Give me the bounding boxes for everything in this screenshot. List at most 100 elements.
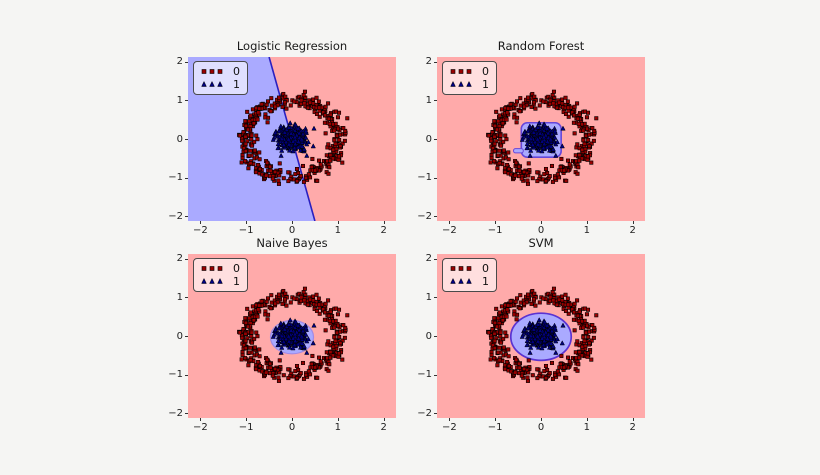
class1-point <box>292 134 298 140</box>
class0-point <box>335 312 340 317</box>
class0-point <box>567 359 572 364</box>
class1-point <box>299 143 305 149</box>
class0-point <box>589 357 594 362</box>
class0-point <box>340 160 345 165</box>
class0-point <box>526 95 531 100</box>
class0-point <box>338 341 343 346</box>
class1-point <box>305 139 311 145</box>
class0-point <box>257 150 262 155</box>
class0-point <box>336 154 341 159</box>
class1-point <box>525 325 531 331</box>
y-tick-mark <box>434 139 437 140</box>
legend-label: 1 <box>482 275 489 288</box>
plot-area: 0 1 −2 −1 0 1 2 2 1 0 −1 −2 <box>168 56 396 236</box>
class0-point <box>575 313 580 318</box>
plot-title: Random Forest <box>497 39 585 53</box>
class0-point <box>328 350 333 355</box>
class0-point <box>498 143 503 148</box>
class0-point <box>575 368 580 373</box>
x-tick-label: −1 <box>238 422 254 433</box>
class0-point <box>495 363 500 368</box>
class0-point <box>326 171 331 176</box>
class0-point <box>497 161 502 166</box>
class0-point <box>517 371 522 376</box>
class0-point <box>252 148 257 153</box>
class1-point <box>545 327 551 333</box>
class1-point <box>548 136 554 142</box>
class0-point <box>246 127 251 132</box>
class0-point <box>517 306 522 311</box>
class0-point <box>255 314 260 319</box>
class1-point <box>550 343 556 349</box>
legend: 0 1 <box>442 61 497 95</box>
x-tick-label: 1 <box>334 225 341 236</box>
class0-point <box>565 99 570 104</box>
class0-point <box>550 376 555 381</box>
class1-point <box>544 341 550 347</box>
class0-point <box>255 137 260 142</box>
class0-point <box>316 99 321 104</box>
class0-point <box>273 366 278 371</box>
class0-point <box>243 346 248 351</box>
class0-point <box>492 320 497 325</box>
y-tick-label: −2 <box>417 407 432 419</box>
class0-point <box>525 178 530 183</box>
class0-point <box>257 166 262 171</box>
legend-marker-squares-icon <box>201 266 223 271</box>
class1-point <box>292 331 298 337</box>
class1-point <box>286 141 292 147</box>
class0-point <box>251 318 256 323</box>
x-tick-mark <box>292 418 293 421</box>
class0-point <box>315 178 320 183</box>
class0-point <box>584 115 589 120</box>
class0-point <box>580 344 585 349</box>
class0-point <box>517 174 522 179</box>
class0-point <box>301 290 306 295</box>
class0-point <box>273 301 278 306</box>
class0-point <box>526 161 531 166</box>
x-tick-label: 1 <box>583 422 590 433</box>
class0-point <box>257 363 262 368</box>
class0-point <box>308 297 313 302</box>
legend-label: 0 <box>482 262 489 275</box>
class0-point <box>576 121 581 126</box>
class0-point <box>257 303 262 308</box>
class0-point <box>505 110 510 115</box>
class0-point <box>506 166 511 171</box>
class0-point <box>490 327 495 332</box>
class0-point <box>315 375 320 380</box>
class1-point <box>540 342 547 348</box>
class1-point <box>272 129 279 135</box>
class0-point <box>546 291 551 296</box>
class0-point <box>549 360 554 365</box>
legend: 0 1 <box>193 61 248 95</box>
class0-point <box>297 94 302 99</box>
class0-point <box>246 363 251 368</box>
class0-point <box>594 313 599 318</box>
class0-point <box>277 358 282 363</box>
x-tick-label: −1 <box>487 225 503 236</box>
x-tick-mark <box>246 418 248 421</box>
class0-point <box>518 96 523 101</box>
class0-point <box>532 94 537 99</box>
class0-point <box>566 311 571 316</box>
class1-point <box>559 340 565 346</box>
class1-point <box>539 148 545 154</box>
class0-point <box>246 166 251 171</box>
class1-point <box>560 322 566 328</box>
x-tick-label: 0 <box>537 225 545 236</box>
class1-point <box>281 338 287 344</box>
class1-point <box>527 320 533 326</box>
class1-point <box>541 134 547 140</box>
class0-point <box>554 105 559 110</box>
class0-point <box>248 310 253 315</box>
class0-point <box>239 357 244 362</box>
class0-point <box>548 101 553 106</box>
class0-point <box>497 310 502 315</box>
decision-surface-and-points <box>486 89 599 186</box>
class1-point <box>278 152 284 158</box>
class0-point <box>585 351 590 356</box>
subplot-naive-bayes: Naive Bayes 0 1 −2 −1 0 1 2 2 1 0 −1 −2 <box>168 236 396 433</box>
class0-point <box>283 291 288 296</box>
